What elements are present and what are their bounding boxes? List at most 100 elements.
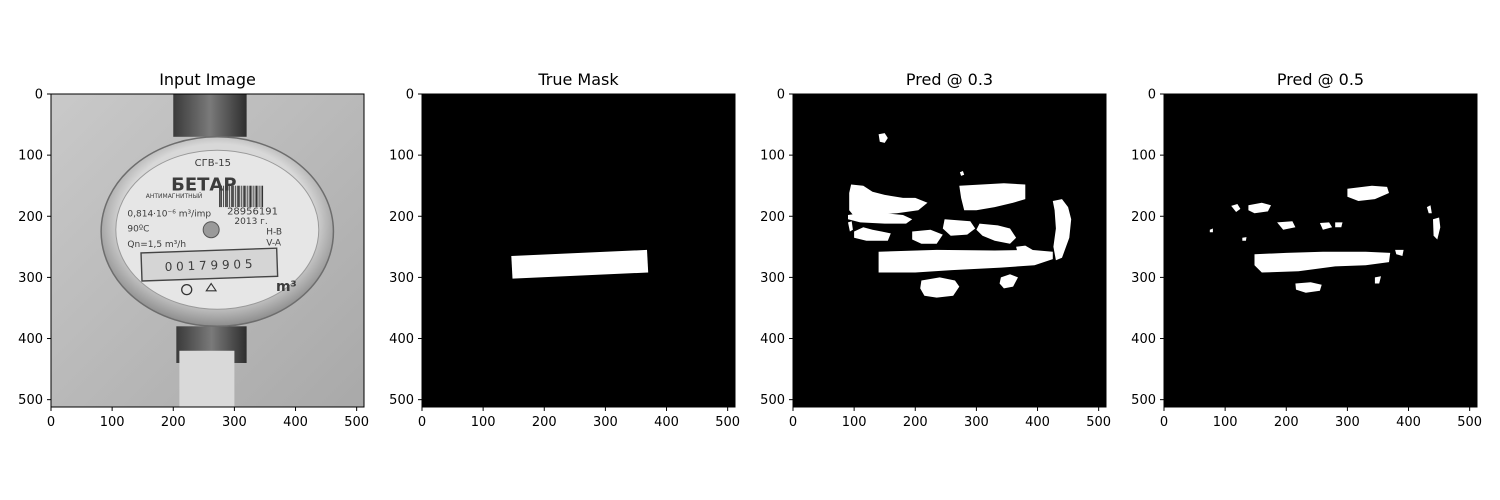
mask-region: [1319, 222, 1333, 230]
x-tick-label: 200: [903, 415, 928, 430]
y-tick-label: 400: [760, 332, 785, 347]
mask-region: [1395, 249, 1404, 256]
meter-flow-text: Qn=1,5 m³/h: [127, 240, 186, 250]
x-tick-label: 500: [1086, 415, 1111, 430]
y-tick-label: 400: [1131, 332, 1156, 347]
x-tick-label: 300: [222, 415, 247, 430]
panel-title: Pred @ 0.5: [1277, 70, 1364, 89]
mask-region: [1242, 237, 1247, 241]
mask-region: [511, 249, 649, 279]
mask-region: [1426, 205, 1432, 214]
mask-region: [1231, 204, 1241, 212]
meter-class2-text: V-A: [266, 239, 282, 249]
meter-label-text: АНТИМАГНИТНЫЙ: [146, 193, 203, 200]
y-tick-label: 400: [389, 332, 414, 347]
mask-region: [999, 274, 1018, 289]
mask-region: [1433, 217, 1441, 240]
mask-region: [848, 221, 853, 232]
panel-image: [1164, 94, 1477, 407]
x-tick-label: 200: [1274, 415, 1299, 430]
panel-title: Input Image: [159, 70, 256, 89]
x-tick-label: 100: [471, 415, 496, 430]
y-tick-label: 500: [760, 393, 785, 408]
x-tick-label: 0: [789, 415, 797, 430]
mask-region: [1209, 228, 1213, 233]
panel-image: [793, 94, 1106, 407]
x-tick-label: 500: [715, 415, 740, 430]
y-tick-label: 200: [1131, 210, 1156, 225]
x-tick-label: 100: [100, 415, 125, 430]
meter-model-text: СГВ-15: [195, 158, 231, 169]
mask-region: [854, 227, 891, 241]
y-tick-label: 300: [1131, 271, 1156, 286]
axes-frame: [421, 93, 736, 408]
meter-brand-text: БЕТАР: [171, 175, 236, 196]
meter-pulse-text: 0,814·10⁻⁶ m³/imp: [127, 209, 211, 219]
y-tick-label: 100: [389, 149, 414, 164]
x-tick-label: 100: [842, 415, 867, 430]
mask-region: [920, 277, 960, 298]
axes-frame: [792, 93, 1107, 408]
x-tick-label: 0: [418, 415, 426, 430]
mask-region: [1277, 221, 1296, 230]
y-tick-label: 0: [777, 88, 785, 103]
x-tick-label: 400: [1025, 415, 1050, 430]
x-tick-label: 100: [1213, 415, 1238, 430]
meter-serial-text: 28956191: [227, 206, 278, 217]
panel-image: [422, 94, 735, 407]
y-tick-label: 0: [406, 88, 414, 103]
panel-4: Pred @ 0.5 0 100 200 300 400 500 0 100 200 300 400 5…: [1131, 70, 1482, 430]
y-tick-label: 200: [18, 210, 43, 225]
y-tick-label: 0: [35, 88, 43, 103]
y-tick-label: 200: [760, 210, 785, 225]
panel-2: True Mask 0 100 200 300 400 500 0 100 200 300 400 50…: [389, 70, 740, 430]
mask-region: [1254, 251, 1391, 273]
mask-region: [1248, 202, 1271, 214]
y-tick-label: 400: [18, 332, 43, 347]
mask-region: [1374, 276, 1381, 284]
y-tick-label: 300: [760, 271, 785, 286]
meter-temp-text: 90ºC: [127, 225, 149, 235]
mask-region: [878, 133, 888, 143]
x-tick-label: 0: [1160, 415, 1168, 430]
x-tick-label: 400: [654, 415, 679, 430]
mask-region: [976, 223, 1017, 244]
mask-background: [1164, 94, 1477, 407]
y-tick-label: 200: [389, 210, 414, 225]
panel-title: Pred @ 0.3: [906, 70, 993, 89]
x-tick-label: 200: [532, 415, 557, 430]
x-tick-label: 500: [344, 415, 369, 430]
meter-year-text: 2013 г.: [234, 217, 267, 227]
x-tick-label: 300: [593, 415, 618, 430]
meter-unit-text: m³: [276, 279, 297, 295]
mask-region: [1052, 199, 1072, 261]
x-tick-label: 200: [161, 415, 186, 430]
mask-region: [1295, 282, 1322, 293]
mask-region: [912, 229, 943, 244]
mask-region: [849, 184, 928, 217]
axes-frame: [50, 93, 365, 408]
y-tick-label: 0: [1148, 88, 1156, 103]
y-tick-label: 100: [1131, 149, 1156, 164]
mask-background: [422, 94, 735, 407]
meter-class1-text: H-B: [266, 228, 282, 238]
x-tick-label: 500: [1457, 415, 1482, 430]
x-tick-label: 0: [47, 415, 55, 430]
mask-region: [1347, 185, 1389, 201]
x-tick-label: 300: [1335, 415, 1360, 430]
y-tick-label: 300: [389, 271, 414, 286]
y-tick-label: 500: [18, 393, 43, 408]
x-tick-label: 400: [1396, 415, 1421, 430]
meter-digits-text: 0 0 1 7 9 9 0 5: [164, 257, 252, 274]
y-tick-label: 100: [18, 149, 43, 164]
y-tick-label: 500: [1131, 393, 1156, 408]
y-tick-label: 100: [760, 149, 785, 164]
mask-region: [878, 249, 1053, 273]
x-tick-label: 300: [964, 415, 989, 430]
mask-region: [1335, 222, 1343, 228]
mask-region: [848, 213, 913, 224]
